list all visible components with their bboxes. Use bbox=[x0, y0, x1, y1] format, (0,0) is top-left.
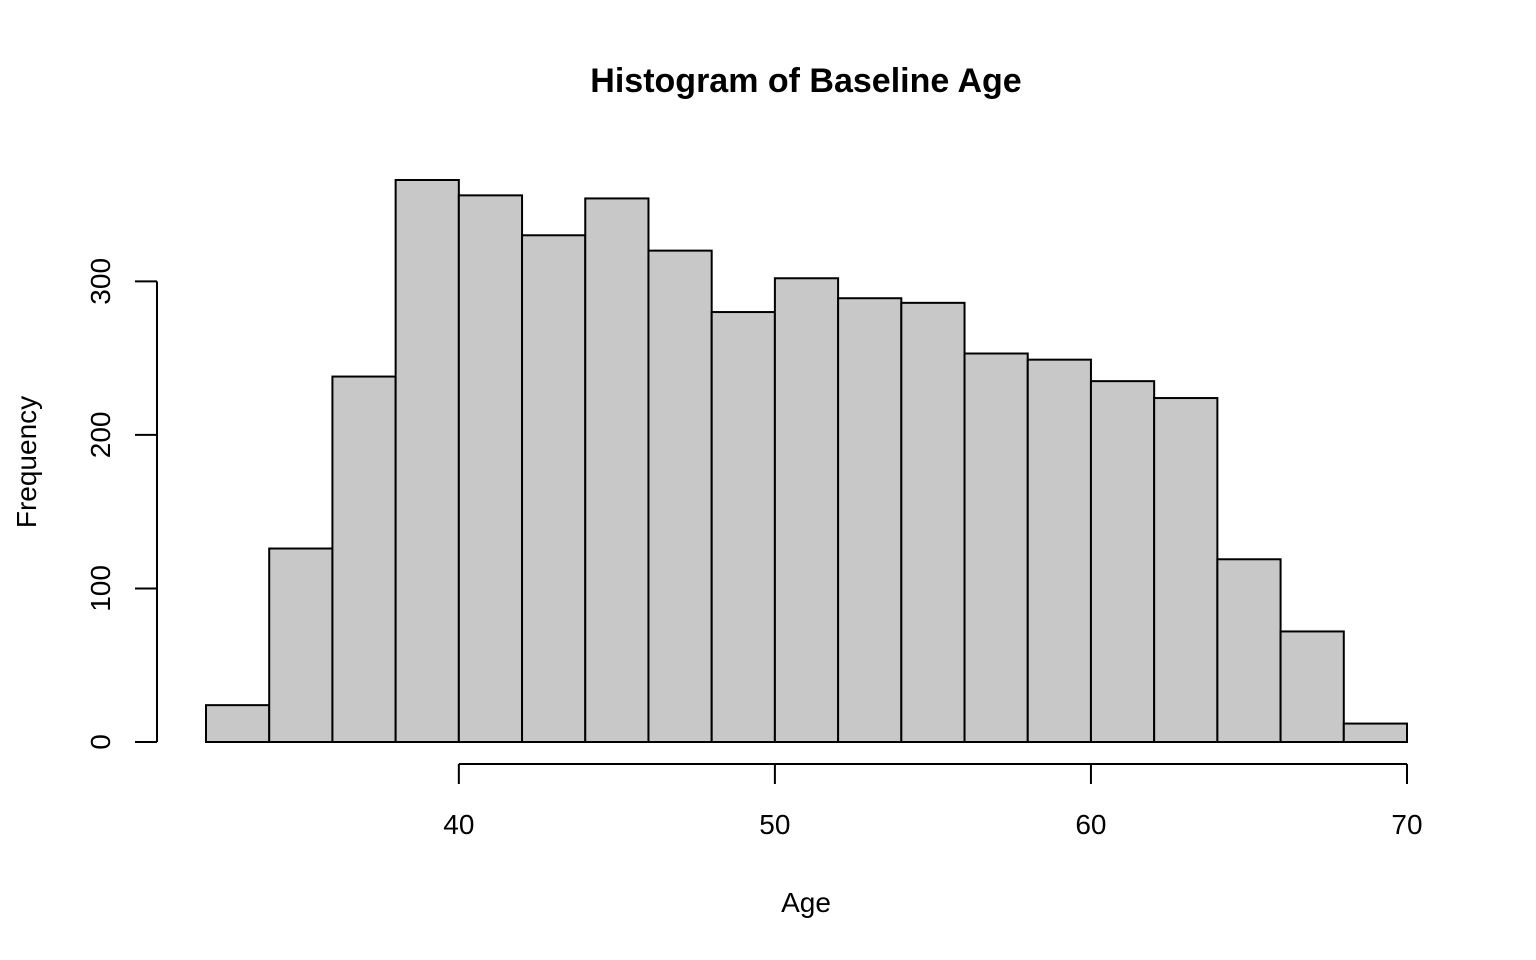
x-tick-label-40: 40 bbox=[443, 809, 474, 840]
histogram-bar-16 bbox=[1217, 559, 1280, 742]
histogram-bar-14 bbox=[1091, 381, 1154, 742]
x-axis-label: Age bbox=[781, 887, 831, 918]
histogram-bar-9 bbox=[775, 278, 838, 742]
chart-title: Histogram of Baseline Age bbox=[590, 62, 1021, 100]
histogram-bar-18 bbox=[1344, 724, 1407, 742]
histogram-bar-7 bbox=[648, 251, 711, 742]
histogram-bar-15 bbox=[1154, 398, 1217, 742]
histogram-bar-11 bbox=[901, 303, 964, 742]
histogram-bar-2 bbox=[332, 377, 395, 742]
histogram-bar-12 bbox=[965, 354, 1028, 742]
histogram-bar-3 bbox=[396, 180, 459, 742]
histogram-bar-13 bbox=[1028, 360, 1091, 742]
x-tick-label-70: 70 bbox=[1391, 809, 1422, 840]
y-tick-label-200: 200 bbox=[85, 412, 116, 459]
y-tick-label-300: 300 bbox=[85, 258, 116, 305]
histogram-bar-10 bbox=[838, 298, 901, 742]
x-tick-label-60: 60 bbox=[1075, 809, 1106, 840]
y-tick-label-0: 0 bbox=[85, 734, 116, 750]
histogram-bar-8 bbox=[712, 312, 775, 742]
histogram-bar-1 bbox=[269, 549, 332, 742]
histogram-bar-6 bbox=[585, 198, 648, 742]
histogram-bar-4 bbox=[459, 195, 522, 742]
histogram-bar-0 bbox=[206, 705, 269, 742]
bars-group bbox=[206, 180, 1407, 742]
x-axis: 40 50 60 70 bbox=[443, 764, 1422, 840]
histogram-bar-17 bbox=[1281, 631, 1344, 742]
y-tick-label-100: 100 bbox=[85, 565, 116, 612]
x-tick-label-50: 50 bbox=[759, 809, 790, 840]
histogram-bar-5 bbox=[522, 235, 585, 742]
y-axis: 0 100 200 300 bbox=[85, 258, 157, 750]
y-axis-label: Frequency bbox=[11, 396, 42, 528]
